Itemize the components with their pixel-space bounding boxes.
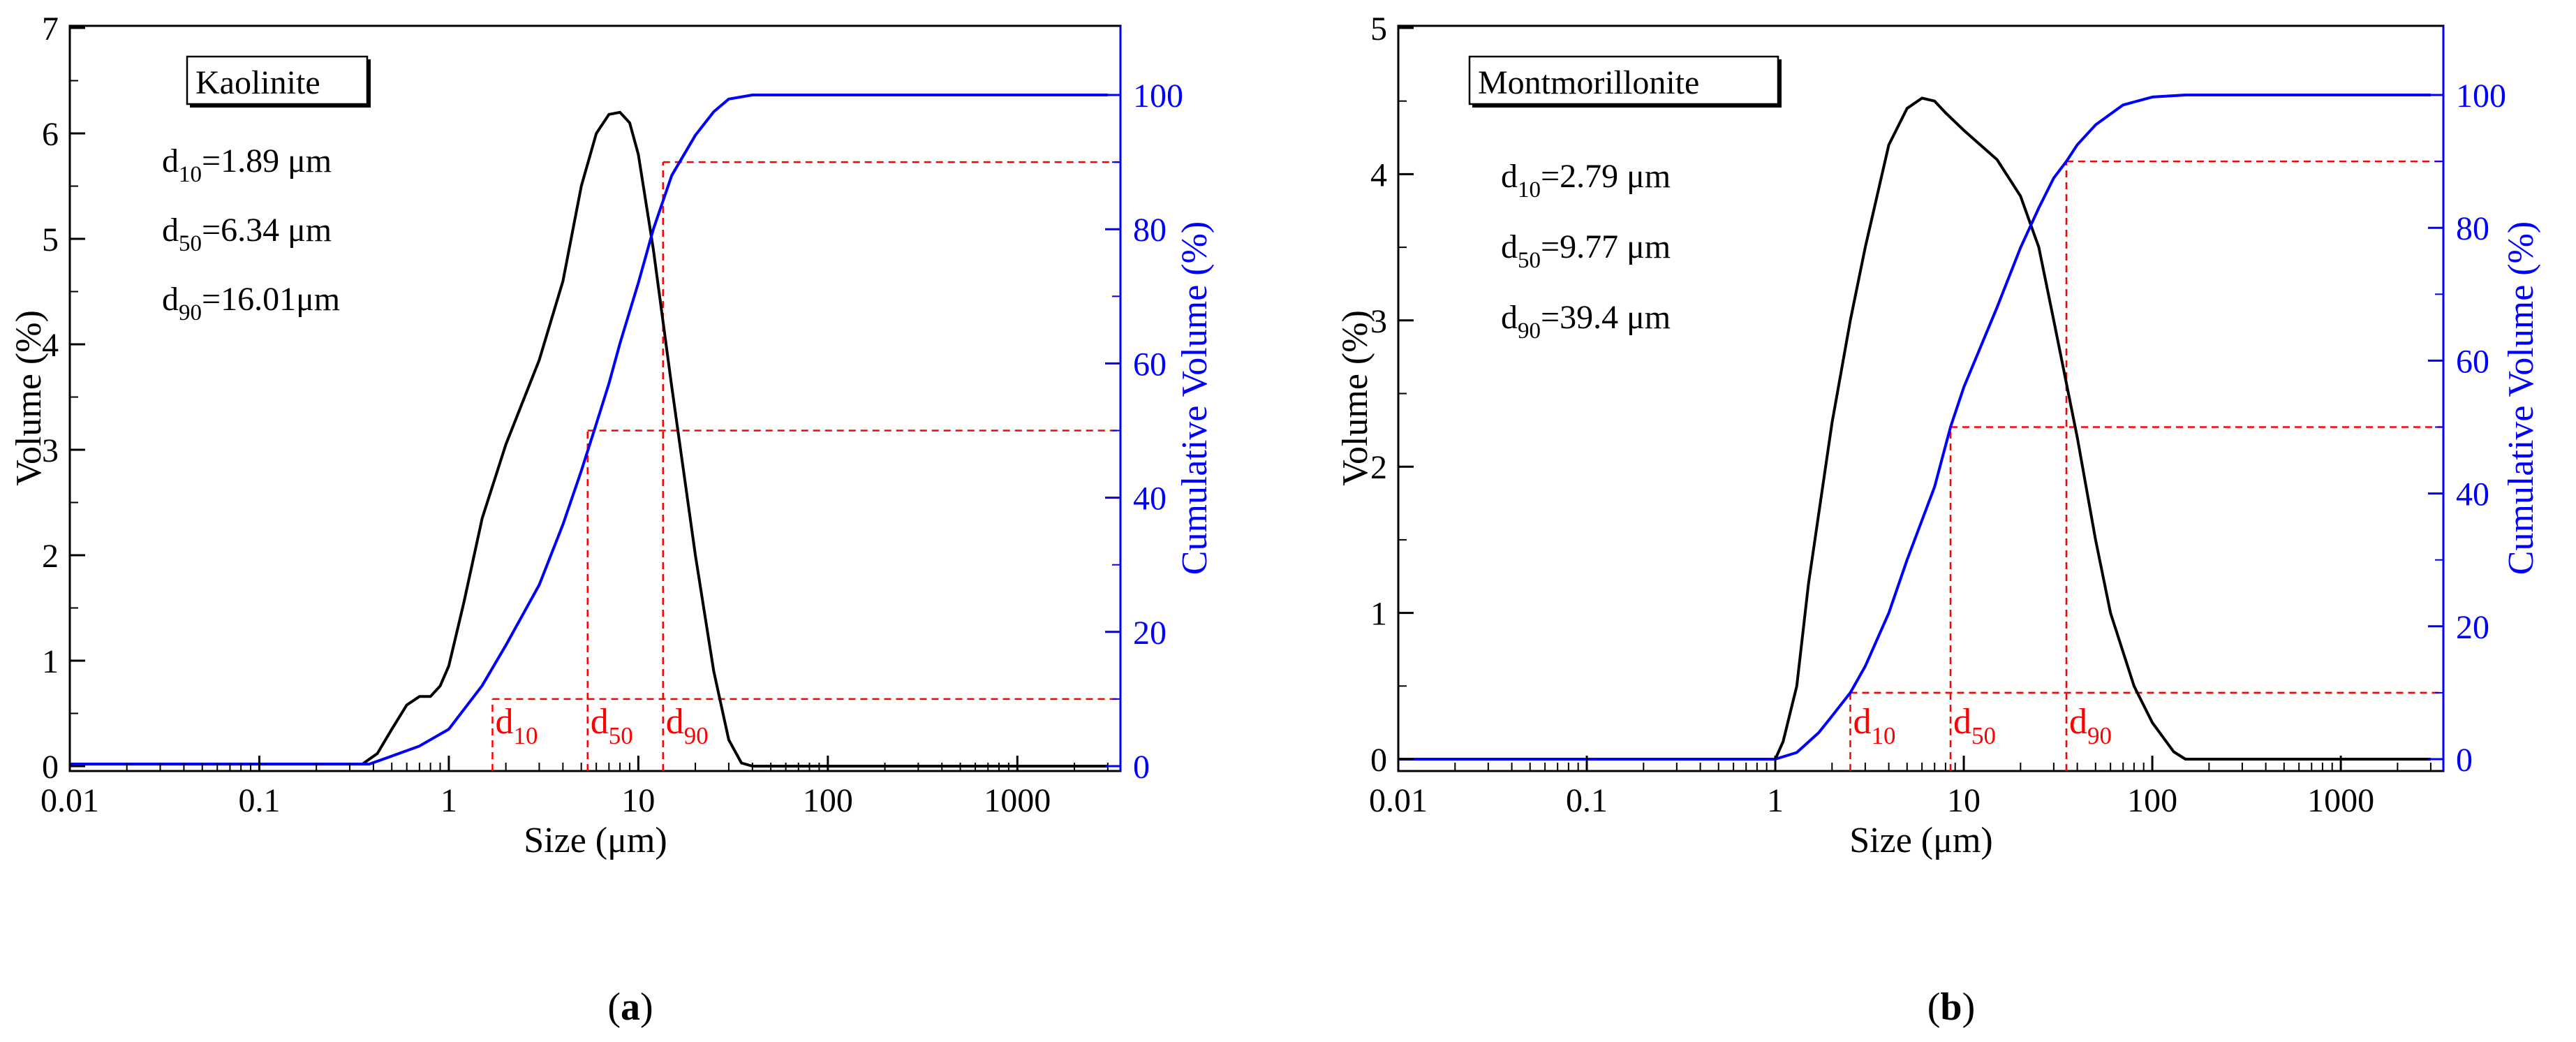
y-left-tick-label: 2: [42, 538, 59, 575]
y-right-tick-label: 80: [1133, 212, 1167, 249]
material-name: Montmorillonite: [1478, 64, 1699, 101]
y-axis-label: Volume (%): [9, 310, 49, 486]
panel-label: (a): [607, 985, 653, 1029]
annotation-d90: d90=16.01μm: [162, 281, 340, 325]
marker-label-d10: d10: [1853, 702, 1895, 749]
y-right-tick-label: 60: [2456, 343, 2489, 380]
ticks: 0.01 0.1 1 10 100 1000 0 1 2 3 4 5 0 20 40 60 80 100: [1369, 10, 2506, 819]
marker-label-d50: d50: [1953, 702, 1996, 749]
marker-label-d50: d50: [591, 702, 633, 749]
x-tick-label: 1000: [984, 782, 1051, 819]
annotations: d10=1.89 μm d50=6.34 μm d90=16.01μm: [162, 142, 340, 325]
y-left-tick-label: 1: [42, 643, 59, 680]
y-right-tick-label: 0: [1133, 749, 1150, 786]
y-right-tick-label: 20: [2456, 609, 2489, 646]
curves: [1398, 94, 2443, 771]
y-left-tick-label: 3: [1370, 303, 1387, 340]
cumulative-curve: [1398, 94, 2431, 761]
ticks: 0.01 0.1 1 10 100 1000 0 1 2 3 4 5 6 7 0 20 40 60 80 100: [40, 10, 1183, 819]
curves: [70, 94, 1120, 771]
y-right-tick-label: 100: [1133, 78, 1183, 115]
marker-labels: d10 d50 d90: [1853, 702, 2111, 749]
marker-label-d90: d90: [2069, 702, 2112, 749]
x-tick-label: 100: [803, 782, 853, 819]
y-left-tick-label: 4: [42, 327, 59, 364]
marker-labels: d10 d50 d90: [495, 702, 708, 749]
x-axis-label: Size (μm): [524, 821, 667, 860]
y-left-tick-label: 0: [42, 749, 59, 786]
y-left-tick-label: 5: [1370, 10, 1387, 47]
panel-label: (b): [1927, 985, 1975, 1029]
marker-label-d90: d90: [666, 702, 709, 749]
y-right-tick-label: 20: [1133, 615, 1167, 652]
y-left-tick-label: 6: [42, 116, 59, 153]
panel-a: 0.01 0.1 1 10 100 1000 0 1 2 3 4 5 6 7 0 20 40 60 80 100 d1…: [9, 10, 1215, 1029]
annotations: d10=2.79 μm d50=9.77 μm d90=39.4 μm: [1501, 158, 1671, 344]
y-right-tick-label: 40: [1133, 480, 1167, 518]
x-tick-label: 0.1: [1566, 782, 1608, 819]
y-left-tick-label: 3: [42, 432, 59, 469]
y-axis-label: Volume (%): [1335, 310, 1375, 486]
x-tick-label: 10: [1947, 782, 1981, 819]
material-box: Kaolinite: [186, 55, 371, 108]
x-tick-label: 0.01: [40, 782, 99, 819]
volume-curve: [1398, 96, 2431, 761]
y-right-tick-label: 0: [2456, 742, 2473, 779]
x-tick-label: 0.01: [1369, 782, 1428, 819]
annotation-d10: d10=2.79 μm: [1501, 158, 1671, 203]
y-right-tick-label: 40: [2456, 476, 2489, 513]
annotation-d50: d50=9.77 μm: [1501, 228, 1671, 273]
y-axis-right-label: Cumulative Volume (%): [2501, 221, 2541, 575]
cumulative-curve: [70, 94, 1108, 766]
x-tick-label: 100: [2127, 782, 2177, 819]
x-tick-label: 1: [1767, 782, 1784, 819]
volume-curve: [70, 110, 1108, 768]
x-tick-label: 10: [621, 782, 655, 819]
y-right-tick-label: 80: [2456, 210, 2489, 247]
y-left-tick-label: 2: [1370, 449, 1387, 486]
y-left-tick-label: 1: [1370, 596, 1387, 633]
y-left-tick-label: 0: [1370, 742, 1387, 779]
y-right-tick-label: 60: [1133, 346, 1167, 383]
x-tick-label: 1000: [2307, 782, 2374, 819]
y-axis-right-label: Cumulative Volume (%): [1175, 221, 1215, 575]
annotation-d10: d10=1.89 μm: [162, 142, 332, 187]
annotation-d90: d90=39.4 μm: [1501, 299, 1671, 344]
y-left-tick-label: 4: [1370, 156, 1387, 193]
x-axis-label: Size (μm): [1849, 821, 1993, 860]
plot-frame: [1397, 24, 2445, 772]
y-right-tick-label: 100: [2456, 78, 2506, 115]
x-tick-label: 1: [441, 782, 457, 819]
material-box: Montmorillonite: [1468, 55, 1782, 108]
material-name: Kaolinite: [195, 64, 320, 101]
x-tick-label: 0.1: [238, 782, 280, 819]
marker-label-d10: d10: [495, 702, 538, 749]
y-left-tick-label: 5: [42, 221, 59, 258]
annotation-d50: d50=6.34 μm: [162, 212, 332, 256]
y-left-tick-label: 7: [42, 10, 59, 47]
